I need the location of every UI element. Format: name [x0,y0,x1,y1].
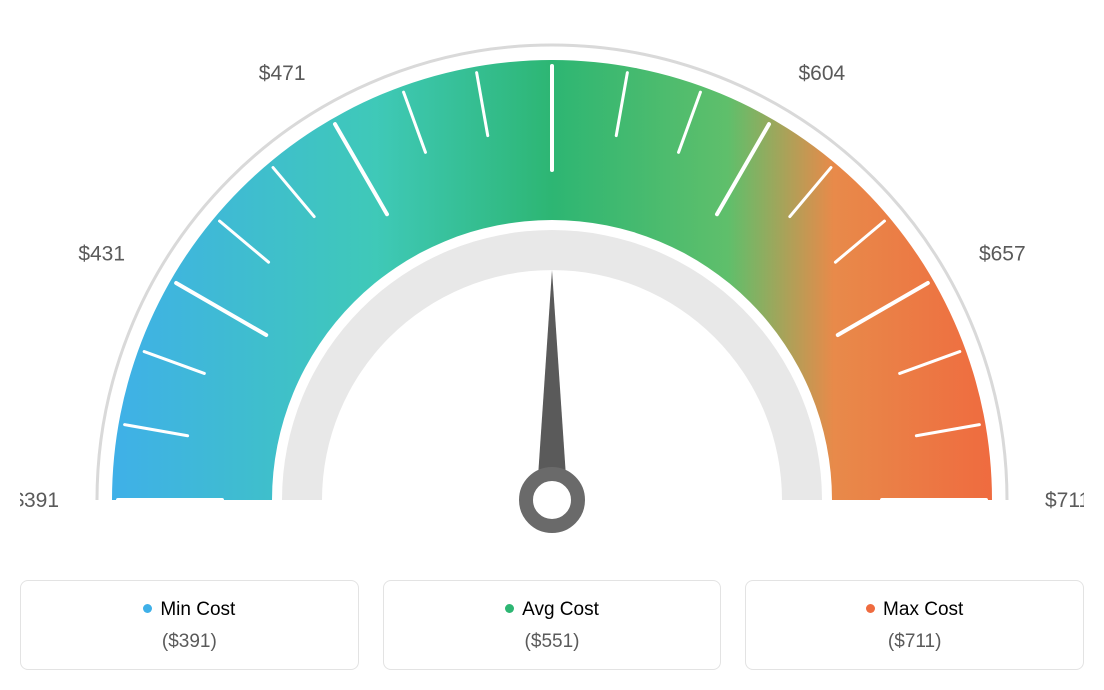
legend-label-avg: Avg Cost [522,599,599,620]
legend-card-avg: Avg Cost ($551) [383,580,722,670]
cost-gauge-container: $391$431$471$551$604$657$711 Min Cost ($… [20,20,1084,670]
legend-dot-max [866,604,875,613]
legend-title-min: Min Cost [33,599,346,621]
legend-value-max: ($711) [758,631,1071,653]
legend-value-avg: ($551) [396,631,709,653]
legend-title-avg: Avg Cost [396,599,709,621]
legend-dot-min [143,604,152,613]
legend-row: Min Cost ($391) Avg Cost ($551) Max Cost… [20,580,1084,670]
gauge-tick-label: $471 [259,62,306,85]
gauge-tick-label: $431 [78,243,125,266]
gauge-tick-label: $604 [799,62,846,85]
legend-value-min: ($391) [33,631,346,653]
legend-label-min: Min Cost [160,599,235,620]
legend-card-max: Max Cost ($711) [745,580,1084,670]
legend-dot-avg [505,604,514,613]
legend-title-max: Max Cost [758,599,1071,621]
legend-label-max: Max Cost [883,599,963,620]
gauge-tick-label: $711 [1045,489,1084,512]
gauge-svg: $391$431$471$551$604$657$711 [20,20,1084,560]
legend-card-min: Min Cost ($391) [20,580,359,670]
gauge-tick-label: $657 [979,243,1026,266]
gauge-tick-label: $391 [20,489,59,512]
gauge-chart: $391$431$471$551$604$657$711 [20,20,1084,560]
